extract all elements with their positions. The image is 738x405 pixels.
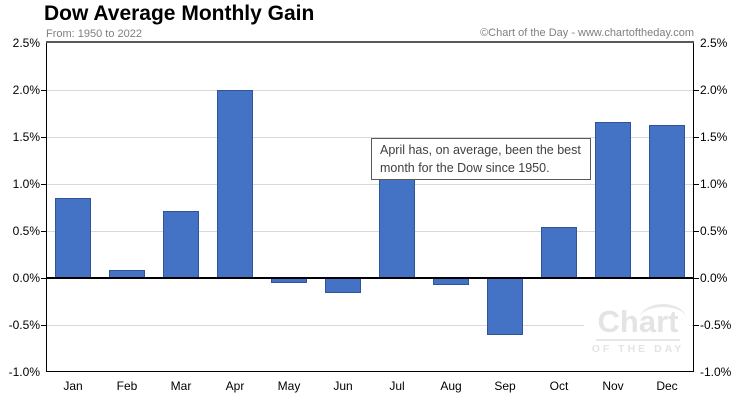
bar-mar [163,211,199,278]
y-axis-label-left--1: -1.0% [8,365,40,379]
plot-bottom-border [46,371,694,372]
y-axis-label-right-0: 0.0% [700,271,728,285]
y-axis-label-right-2.5: 2.5% [700,36,728,50]
y-axis-label-right--0.5: -0.5% [700,318,732,332]
month-label-may: May [277,379,301,393]
y-tick-left-1 [41,183,46,185]
y-axis-label-left-0.5: 0.5% [12,224,40,238]
month-label-jan: Jan [63,379,83,393]
gridline--0.5 [46,324,694,326]
y-tick-right-1.5 [694,136,699,138]
bar-dec [649,124,685,278]
y-axis-label-right-2: 2.0% [700,83,728,97]
annotation-line-1: April has, on average, been the best [380,143,581,157]
y-axis-label-left-1.5: 1.5% [12,130,40,144]
plot-top-border [46,41,694,43]
annotation-line-2: month for the Dow since 1950. [380,161,550,175]
y-tick-right-0 [694,277,699,279]
y-axis-label-right-0.5: 0.5% [700,224,728,238]
y-axis-label-right--1: -1.0% [700,365,732,379]
y-tick-left-0 [41,277,46,279]
y-tick-left-2 [41,89,46,91]
bar-oct [541,227,577,278]
y-axis-label-left-0: 0.0% [12,271,40,285]
chart-title: Dow Average Monthly Gain [44,2,315,25]
month-label-oct: Oct [549,379,569,393]
y-axis-label-left--0.5: -0.5% [8,318,40,332]
month-label-dec: Dec [656,379,678,393]
month-label-jun: Jun [333,379,353,393]
annotation-box: April has, on average, been the best mon… [371,138,591,180]
bar-nov [595,121,631,278]
y-axis-line-right [693,43,694,372]
gridline-0.5 [46,230,694,232]
y-axis-label-left-1: 1.0% [12,177,40,191]
month-label-aug: Aug [440,379,462,393]
zero-baseline [46,277,694,279]
y-tick-left-0.5 [41,230,46,232]
bar-jul [379,162,415,278]
watermark-arc-icon [639,304,686,318]
chart-of-the-day-watermark: Chart OF THE DAY [584,304,692,355]
plot-area: Chart OF THE DAY April has, on average, … [41,41,699,372]
gridline-1.5 [46,136,694,138]
y-axis-line-left [46,43,47,372]
watermark-tagline: OF THE DAY [591,343,685,355]
bar-sep [487,278,523,336]
y-tick-right-0.5 [694,230,699,232]
y-tick-right-1 [694,183,699,185]
y-axis-label-left-2.5: 2.5% [12,36,40,50]
y-tick-left-1.5 [41,136,46,138]
bar-apr [217,90,253,278]
bar-jan [55,198,91,278]
month-label-sep: Sep [494,379,516,393]
gridline-1 [46,183,694,185]
y-axis-label-right-1.5: 1.5% [700,130,728,144]
month-label-apr: Apr [225,379,245,393]
month-label-feb: Feb [116,379,138,393]
y-axis-label-right-1: 1.0% [700,177,728,191]
copyright-text: ©Chart of the Day - www.chartoftheday.co… [480,27,694,39]
month-label-jul: Jul [389,379,405,393]
y-tick-left--0.5 [41,324,46,326]
month-label-nov: Nov [602,379,624,393]
y-axis-label-left-2: 2.0% [12,83,40,97]
y-tick-right--0.5 [694,324,699,326]
bar-jun [325,278,361,294]
gridline-2 [46,89,694,91]
month-label-mar: Mar [170,379,192,393]
y-tick-right-2 [694,89,699,91]
chart-subtitle: From: 1950 to 2022 [46,28,143,40]
